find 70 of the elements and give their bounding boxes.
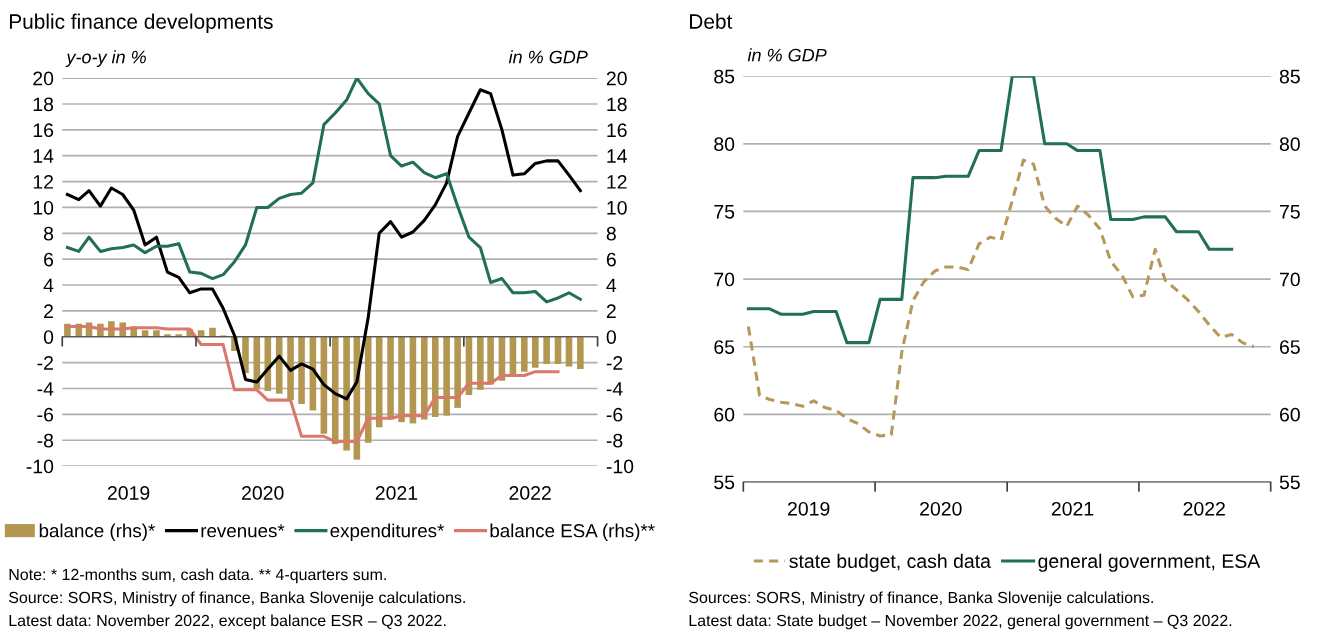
text: Note: * 12-months sum, cash data. ** 4-quarters sum.	[9, 568, 386, 584]
y-tick-label: 2	[44, 304, 53, 318]
y2-tick-label: 16	[607, 123, 627, 138]
y2-tick-label: 65	[1280, 340, 1300, 354]
y-tick-label: 6	[44, 252, 54, 267]
source-note: Source: SORS, Ministry of finance, Banka Slovenije calculations.	[9, 591, 465, 607]
y-tick-label: -2	[37, 356, 53, 370]
y-tick-label: -4	[37, 382, 54, 396]
y2-tick-label: 60	[1280, 407, 1300, 422]
x-tick-label: 2021	[1051, 501, 1094, 516]
y2-tick-label: -6	[606, 407, 623, 422]
y2-tick-label: -2	[606, 356, 623, 370]
y-tick-label: -8	[37, 433, 54, 448]
y-tick-label: 0	[43, 330, 54, 344]
y-tick-label: -6	[37, 407, 54, 422]
y2-tick-label: 70	[1280, 272, 1300, 287]
y-tick-label: 75	[714, 205, 735, 219]
y2-tick-label: 4	[606, 278, 617, 293]
chart-title: Public finance developments	[9, 13, 273, 33]
y-tick-label: 14	[33, 149, 54, 163]
y-tick-label: 16	[33, 123, 54, 138]
y-tick-label: -10	[26, 459, 54, 474]
legend-label: general government, ESA	[1038, 553, 1261, 572]
x-tick-label: 2019	[107, 486, 150, 500]
y2-tick-label: 20	[606, 71, 627, 86]
legend-label: balance ESA (rhs)**	[490, 523, 655, 542]
y-tick-label: 70	[714, 272, 735, 287]
y2-tick-label: 14	[607, 149, 627, 163]
y2-tick-label: 18	[607, 97, 627, 112]
text: Latest data: State budget – November 2022, general government – Q3 2022.	[689, 614, 1232, 630]
x-tick-label: 2019	[788, 501, 830, 516]
x-tick-label: 2021	[375, 486, 418, 500]
y-tick-label: 20	[33, 71, 54, 86]
legend-label: expenditures*	[330, 523, 445, 542]
text: Latest data: November 2022, except balance ESR – Q3 2022.	[9, 614, 446, 630]
y-axis-title: y-o-y in %	[65, 50, 146, 67]
y2-tick-label: 80	[1279, 137, 1300, 152]
y-tick-label: 55	[714, 475, 735, 490]
y2-tick-label: 8	[606, 226, 616, 241]
y-tick-label: 85	[714, 69, 735, 84]
y2-tick-label: -4	[606, 382, 623, 396]
x-tick-label: 2020	[242, 486, 284, 500]
y-tick-label: 65	[714, 340, 735, 354]
y-tick-label: 4	[43, 278, 54, 293]
y-tick-label: 60	[714, 407, 735, 422]
y2-tick-label: 6	[606, 252, 616, 267]
legend-label: revenues*	[201, 524, 285, 538]
y2-tick-label: 55	[1279, 475, 1300, 490]
y2-tick-label: 10	[607, 200, 627, 215]
y-tick-label: 80	[714, 137, 735, 152]
y2-tick-label: -8	[606, 433, 623, 448]
y-tick-label: 18	[33, 97, 54, 112]
y2-tick-label: -10	[606, 459, 634, 474]
y2-tick-label: 85	[1279, 69, 1300, 84]
legend-label: state budget, cash data	[789, 553, 991, 572]
chart-title: Debt	[690, 13, 733, 29]
x-tick-label: 2022	[509, 486, 551, 500]
y2-tick-label: 0	[606, 330, 616, 344]
x-tick-label: 2022	[1183, 501, 1225, 516]
legend-label: balance (rhs)*	[39, 523, 155, 542]
y2-axis-title: in % GDP	[508, 50, 588, 64]
y2-tick-label: 12	[607, 175, 627, 189]
y-axis-title: in % GDP	[747, 48, 827, 62]
x-tick-label: 2020	[920, 501, 962, 516]
source-note: Sources: SORS, Ministry of finance, Banka Slovenije calculations.	[689, 591, 1153, 607]
y-tick-label: 12	[33, 175, 53, 189]
y-tick-label: 10	[33, 200, 54, 215]
y2-tick-label: 2	[606, 304, 616, 318]
y-tick-label: 8	[43, 226, 54, 241]
y2-tick-label: 75	[1280, 205, 1300, 219]
